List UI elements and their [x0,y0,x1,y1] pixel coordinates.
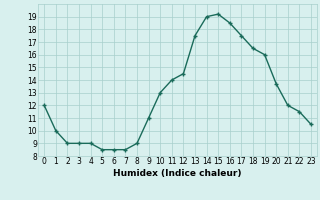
X-axis label: Humidex (Indice chaleur): Humidex (Indice chaleur) [113,169,242,178]
